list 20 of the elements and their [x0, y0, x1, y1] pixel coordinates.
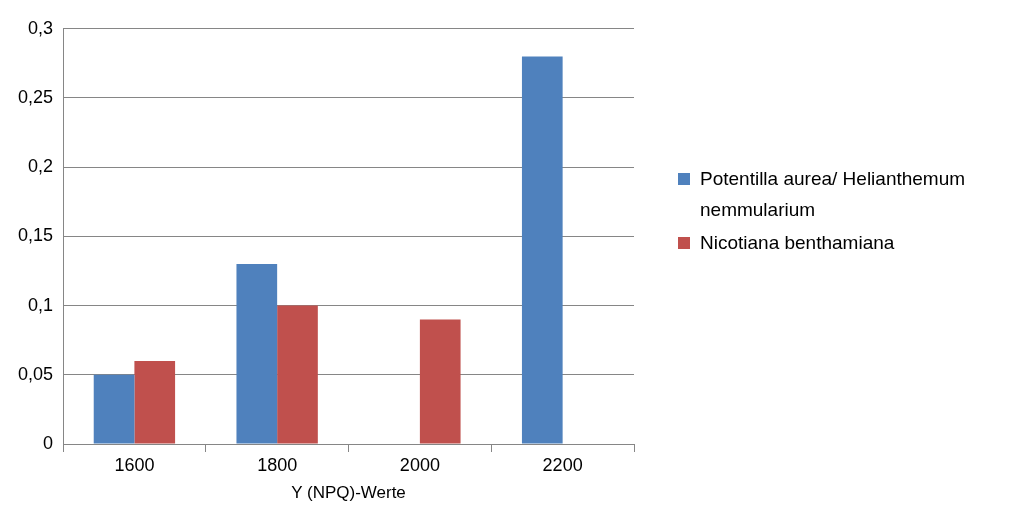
- x-tick-label: 2200: [542, 454, 583, 475]
- bar: [134, 360, 176, 444]
- y-tick-label: 0,1: [28, 294, 54, 315]
- x-tick-label: 1800: [257, 454, 298, 475]
- bar: [93, 374, 135, 444]
- legend-label: Potentilla aurea/ Helianthemum nemmularium: [700, 167, 967, 222]
- bar: [419, 319, 461, 444]
- y-tick-label: 0,25: [17, 86, 54, 107]
- y-tick-label: 0,3: [28, 17, 54, 38]
- y-tick-label: 0,05: [17, 363, 54, 384]
- bar: [277, 305, 318, 444]
- y-tick-label: 0: [43, 432, 54, 453]
- y-tick-label: 0,2: [28, 156, 54, 177]
- y-tick-label: 0,15: [17, 225, 54, 246]
- x-tick-label: 2000: [399, 454, 440, 475]
- bar: [236, 264, 278, 444]
- x-axis-title: Y (NPQ)-Werte: [291, 483, 406, 503]
- bar: [521, 56, 563, 444]
- legend-label: Nicotiana benthamiana: [700, 231, 895, 255]
- x-tick-label: 1600: [114, 454, 155, 475]
